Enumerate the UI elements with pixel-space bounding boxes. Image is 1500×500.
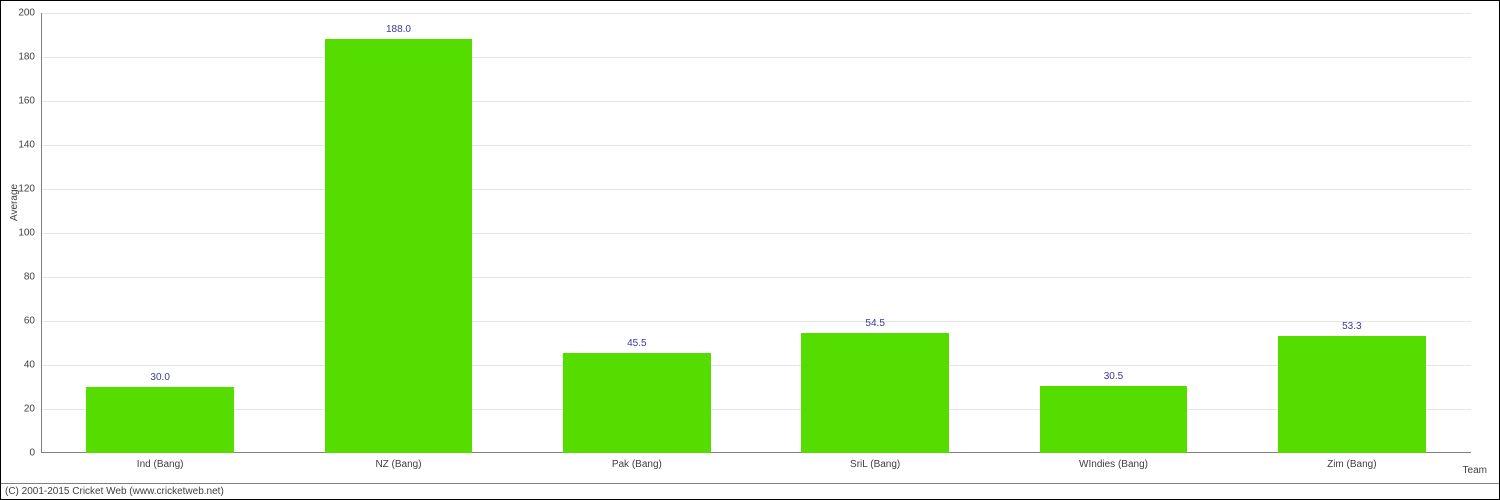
grid-line <box>41 101 1471 102</box>
x-axis-line <box>41 452 1471 453</box>
y-axis-title: Average <box>9 184 20 221</box>
y-tick-label: 0 <box>29 448 35 459</box>
x-tick-label: Ind (Bang) <box>137 459 184 470</box>
bar: 188.0 <box>325 39 473 453</box>
grid-line <box>41 365 1471 366</box>
y-tick-label: 160 <box>18 96 35 107</box>
bar: 53.3 <box>1278 336 1426 453</box>
grid-line <box>41 233 1471 234</box>
y-tick-label: 200 <box>18 8 35 19</box>
y-tick-label: 120 <box>18 184 35 195</box>
x-tick-label: SriL (Bang) <box>850 459 900 470</box>
x-tick-label: Zim (Bang) <box>1327 459 1376 470</box>
y-axis-line <box>41 13 42 453</box>
bar-value-label: 53.3 <box>1342 321 1361 332</box>
y-tick-label: 80 <box>24 272 35 283</box>
bar-value-label: 188.0 <box>386 24 411 35</box>
grid-line <box>41 13 1471 14</box>
footer-credit: (C) 2001-2015 Cricket Web (www.cricketwe… <box>1 483 1499 499</box>
grid-line <box>41 409 1471 410</box>
grid-line <box>41 145 1471 146</box>
bar-value-label: 30.5 <box>1104 371 1123 382</box>
bar-value-label: 30.0 <box>150 372 169 383</box>
bar-value-label: 54.5 <box>865 318 884 329</box>
bar: 30.0 <box>86 387 234 453</box>
chart-frame: 0 20 40 60 80 100 120 140 160 180 200 30.0 Ind (Bang… <box>0 0 1500 500</box>
y-tick-label: 180 <box>18 52 35 63</box>
grid-line <box>41 189 1471 190</box>
grid-line <box>41 321 1471 322</box>
x-tick-label: Pak (Bang) <box>612 459 662 470</box>
y-tick-label: 20 <box>24 404 35 415</box>
plot-area: 02040608010012014016018020030.0Ind (Bang… <box>41 13 1471 453</box>
y-tick-label: 100 <box>18 228 35 239</box>
x-tick-label: WIndies (Bang) <box>1079 459 1148 470</box>
y-tick-label: 60 <box>24 316 35 327</box>
grid-line <box>41 57 1471 58</box>
grid-line <box>41 277 1471 278</box>
y-tick-label: 140 <box>18 140 35 151</box>
bar: 30.5 <box>1040 386 1188 453</box>
bar: 54.5 <box>801 333 949 453</box>
x-axis-title: Team <box>1463 465 1487 476</box>
x-tick-label: NZ (Bang) <box>375 459 421 470</box>
bar: 45.5 <box>563 353 711 453</box>
bar-value-label: 45.5 <box>627 338 646 349</box>
y-tick-label: 40 <box>24 360 35 371</box>
